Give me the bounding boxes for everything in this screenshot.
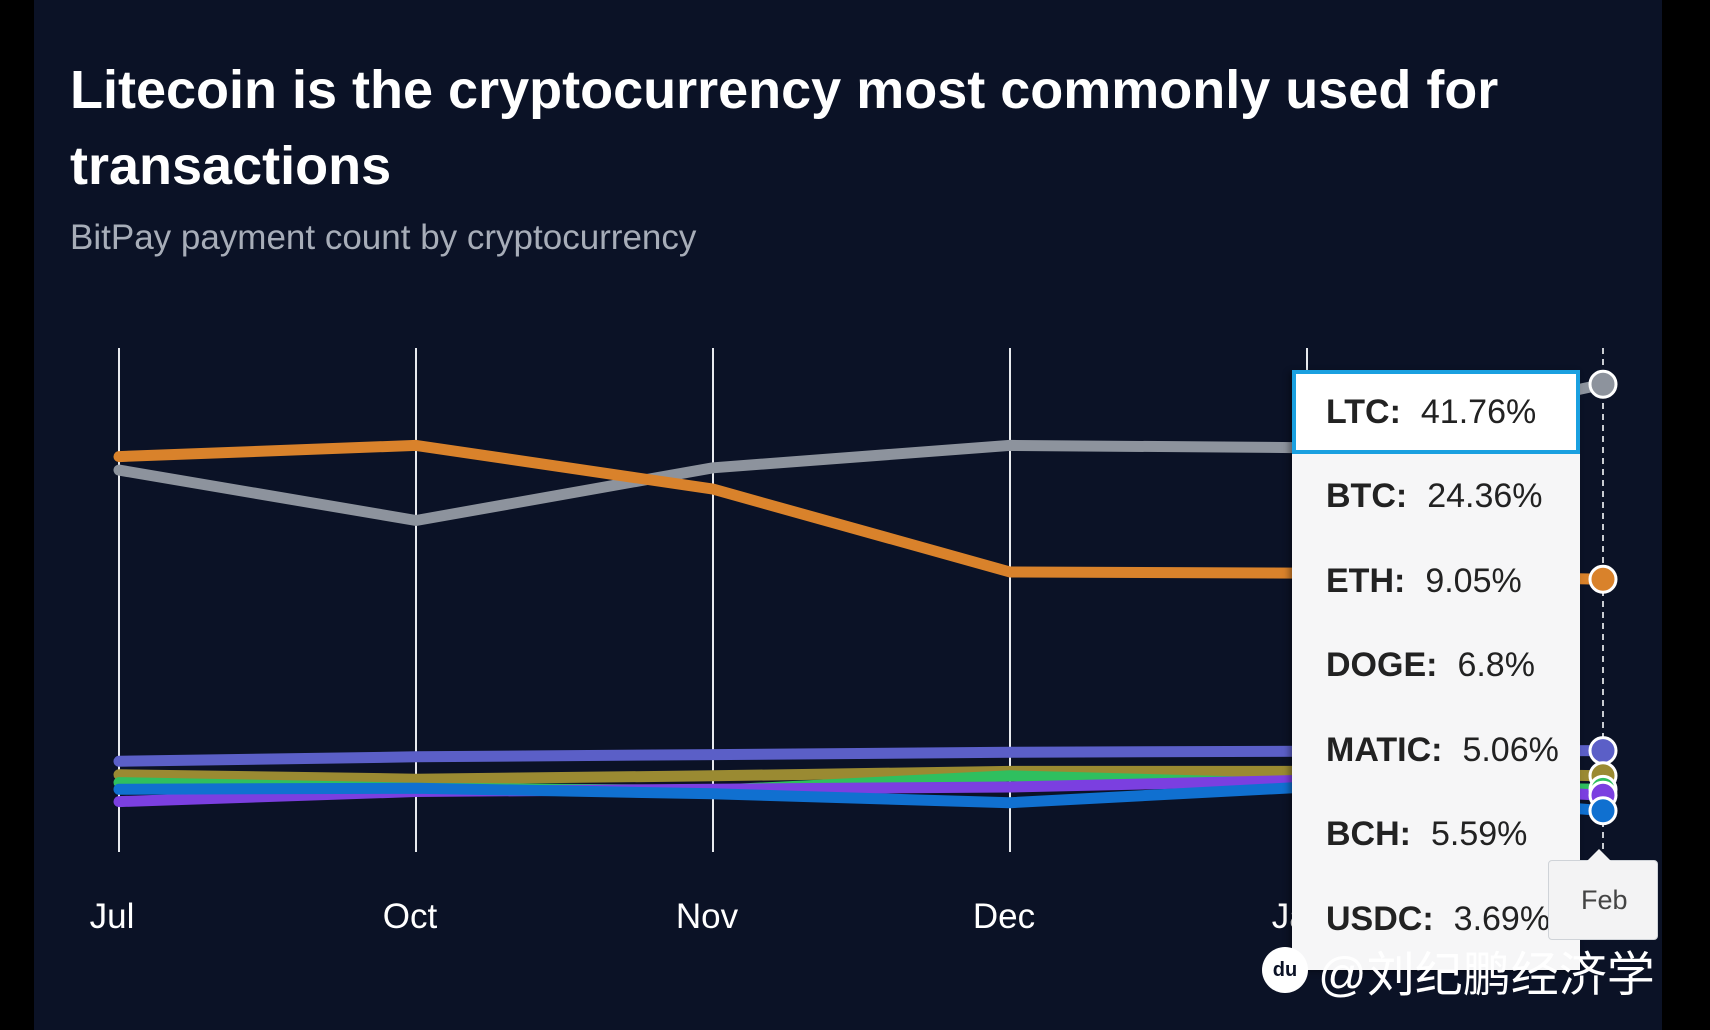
hover-tooltip: LTC: 41.76% BTC: 24.36% ETH: 9.05% DOGE: 6.8% MA… [1292, 370, 1580, 970]
tooltip-series-label: LTC: [1326, 392, 1401, 431]
x-hover-label: Feb [1548, 849, 1658, 940]
tooltip-series-value: 41.76% [1420, 392, 1537, 431]
point-marker-usdc[interactable] [1588, 796, 1618, 826]
tooltip-series-label: DOGE: [1326, 646, 1438, 684]
watermark: du @刘纪鹏经济学 [1262, 935, 1655, 1005]
chart-subtitle: BitPay payment count by cryptocurrency [70, 218, 697, 257]
point-marker-ltc[interactable] [1588, 369, 1618, 399]
chart-title: Litecoin is the cryptocurrency most comm… [70, 60, 1499, 196]
tooltip-row: MATIC: 5.06% [1292, 708, 1580, 792]
watermark-text: @刘纪鹏经济学 [1318, 949, 1655, 1002]
tooltip-series-value: 24.36% [1427, 477, 1543, 515]
tooltip-row: LTC: 41.76% [1292, 370, 1580, 454]
tooltip-series-label: BCH: [1326, 815, 1411, 853]
point-marker-btc[interactable] [1588, 564, 1618, 594]
tooltip-series-value: 9.05% [1425, 561, 1522, 600]
tooltip-row: DOGE: 6.8% [1292, 624, 1580, 708]
baidu-paw-icon: du [1262, 947, 1308, 993]
tooltip-series-label: ETH: [1326, 561, 1406, 600]
x-tick-label: Jul [90, 897, 135, 936]
x-tick-label: Nov [676, 897, 739, 936]
tooltip-series-label: MATIC: [1326, 730, 1443, 769]
tooltip-row: BCH: 5.59% [1292, 793, 1580, 877]
tooltip-series-value: 5.06% [1462, 730, 1559, 769]
x-tick-label: Dec [973, 897, 1035, 936]
x-tick-label: Oct [383, 897, 438, 936]
tooltip-row: ETH: 9.05% [1292, 539, 1580, 623]
tooltip-series-value: 3.69% [1453, 899, 1551, 938]
tooltip-row: USDC: 3.69% [1292, 877, 1580, 961]
tooltip-series-label: BTC: [1326, 477, 1408, 515]
tooltip-row: BTC: 24.36% [1292, 455, 1580, 539]
tooltip-series-label: USDC: [1326, 899, 1434, 938]
point-marker-matic[interactable] [1588, 736, 1618, 766]
tooltip-series-value: 6.8% [1457, 646, 1535, 684]
tooltip-series-value: 5.59% [1430, 815, 1528, 853]
